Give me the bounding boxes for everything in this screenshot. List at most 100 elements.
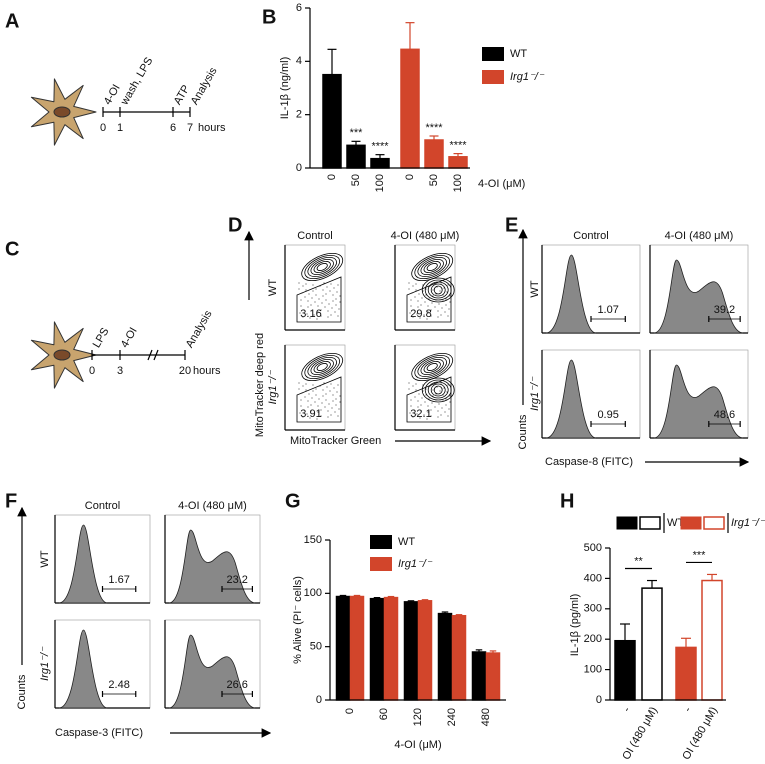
x-tick-label: 4-OI (480 μM)	[615, 705, 660, 759]
column-label: Control	[573, 230, 608, 242]
event-dot	[333, 287, 335, 289]
event-dot	[447, 415, 449, 417]
event-dot	[302, 416, 304, 418]
event-dot	[449, 301, 451, 303]
event-dot	[322, 295, 324, 297]
event-dot	[327, 410, 329, 412]
event-dot	[305, 283, 307, 285]
event-dot	[337, 415, 339, 417]
y-tick-label: 0	[296, 162, 302, 174]
event-dot	[432, 295, 434, 297]
event-dot	[430, 409, 432, 411]
event-dot	[437, 416, 439, 418]
event-dot	[416, 413, 418, 415]
event-dot	[448, 308, 450, 310]
event-dot	[330, 283, 332, 285]
event-dot	[433, 382, 435, 384]
bar	[437, 612, 453, 701]
event-dot	[434, 406, 436, 408]
gate-value: 3.91	[300, 408, 321, 420]
event-dot	[419, 417, 421, 419]
event-dot	[427, 311, 429, 313]
event-dot	[307, 406, 309, 408]
event-dot	[418, 393, 420, 395]
event-dot	[415, 283, 417, 285]
contour	[310, 259, 334, 275]
event-dot	[312, 290, 314, 292]
contour	[313, 261, 331, 273]
contour	[316, 263, 328, 271]
contour	[313, 361, 331, 373]
x-tick-label: 50	[350, 174, 362, 186]
gate-value: 2.48	[108, 679, 129, 691]
timeline-time: 7	[187, 122, 193, 134]
event-dot	[413, 409, 415, 411]
event-dot	[448, 408, 450, 410]
event-dot	[315, 294, 317, 296]
significance: ****	[371, 141, 389, 153]
event-dot	[434, 306, 436, 308]
axis-title: Counts	[16, 674, 28, 709]
gate-value: 0.95	[597, 409, 618, 421]
event-dot	[310, 410, 312, 412]
event-dot	[430, 415, 432, 417]
y-tick-label: 100	[584, 664, 602, 676]
event-dot	[437, 310, 439, 312]
event-dot	[331, 407, 333, 409]
event-dot	[422, 390, 424, 392]
event-dot	[318, 398, 320, 400]
event-dot	[426, 318, 428, 320]
contour	[414, 254, 451, 280]
histogram	[168, 529, 256, 604]
event-dot	[313, 314, 315, 316]
event-dot	[314, 301, 316, 303]
event-dot	[445, 304, 447, 306]
event-dot	[443, 287, 445, 289]
event-dot	[325, 399, 327, 401]
gate-value: 1.07	[597, 304, 618, 316]
event-dot	[300, 399, 302, 401]
legend-swatch	[370, 557, 392, 571]
event-dot	[435, 393, 437, 395]
histogram	[545, 359, 597, 439]
event-dot	[327, 416, 329, 418]
event-dot	[431, 302, 433, 304]
legend-swatch	[482, 47, 504, 61]
event-dot	[322, 389, 324, 391]
event-dot	[312, 284, 314, 286]
timeline-event: Analysis	[189, 65, 220, 107]
event-dot	[298, 382, 300, 384]
contour	[420, 359, 444, 375]
legend-swatch	[703, 516, 725, 530]
event-dot	[439, 390, 441, 392]
event-dot	[335, 298, 337, 300]
event-dot	[312, 390, 314, 392]
legend-label: WT	[667, 517, 684, 529]
timeline-time: 6	[170, 122, 176, 134]
y-tick-label: 400	[584, 572, 602, 584]
contour	[427, 281, 449, 299]
event-dot	[305, 383, 307, 385]
event-dot	[304, 296, 306, 298]
event-dot	[325, 393, 327, 395]
event-dot	[311, 397, 313, 399]
event-dot	[332, 400, 334, 402]
event-dot	[415, 289, 417, 291]
significance: **	[634, 555, 643, 567]
gate-value: 23.2	[226, 574, 247, 586]
event-dot	[309, 317, 311, 319]
column-label: 4-OI (480 μM)	[665, 230, 734, 242]
event-dot	[437, 410, 439, 412]
bar	[641, 587, 663, 701]
panel-label: C	[5, 238, 19, 260]
event-dot	[335, 404, 337, 406]
y-tick-label: 300	[584, 603, 602, 615]
event-dot	[429, 385, 431, 387]
legend-label: WT	[510, 48, 527, 60]
event-dot	[336, 391, 338, 393]
event-dot	[302, 316, 304, 318]
contour	[414, 354, 451, 380]
timeline-time: 0	[100, 122, 106, 134]
contour	[411, 352, 454, 382]
gate	[406, 376, 452, 423]
